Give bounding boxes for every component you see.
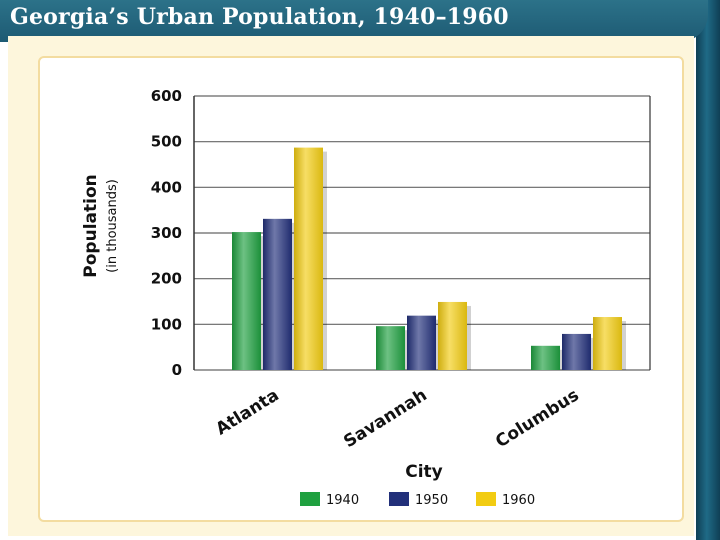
legend-label: 1950 [415, 493, 448, 508]
x-category-label: Atlanta [212, 385, 282, 439]
legend-swatch-1960 [476, 492, 496, 506]
bar-shadow [323, 151, 327, 370]
legend: 1940 1950 1960 [300, 492, 535, 508]
right-decor-band [696, 0, 720, 540]
y-tick-label: 500 [151, 133, 182, 151]
x-category-label: Columbus [492, 385, 582, 452]
title-bar: Georgia’s Urban Population, 1940–1960 [0, 0, 708, 42]
y-axis-title: Population [81, 174, 101, 277]
bar-columbus-1950 [562, 333, 591, 370]
y-tick-label: 100 [151, 315, 182, 333]
y-tick-label: 0 [172, 361, 182, 379]
bar-savannah-1940 [376, 326, 405, 370]
legend-label: 1960 [502, 493, 535, 508]
y-axis-ticks: 0 100 200 300 400 500 600 [151, 87, 182, 379]
y-tick-label: 200 [151, 270, 182, 288]
bar-columbus-1960 [593, 317, 622, 370]
y-axis-subtitle: (in thousands) [105, 179, 120, 273]
bar-atlanta-1960 [294, 147, 323, 370]
legend-swatch-1940 [300, 492, 320, 506]
chart-card [38, 56, 684, 522]
bar-savannah-1960 [438, 301, 467, 370]
x-axis-title: City [405, 462, 443, 482]
y-tick-label: 600 [151, 87, 182, 105]
bar-shadow [467, 305, 471, 370]
x-category-label: Savannah [340, 385, 430, 452]
y-tick-label: 300 [151, 224, 182, 242]
legend-swatch-1950 [389, 492, 409, 506]
bar-atlanta-1950 [263, 218, 292, 370]
bars [232, 147, 626, 370]
bar-atlanta-1940 [232, 232, 261, 370]
y-tick-label: 400 [151, 178, 182, 196]
legend-label: 1940 [326, 493, 359, 508]
slide-title: Georgia’s Urban Population, 1940–1960 [10, 4, 509, 30]
bar-shadow [622, 321, 626, 370]
x-axis-categories: Atlanta Savannah Columbus [212, 385, 582, 452]
bar-savannah-1950 [407, 315, 436, 370]
bar-columbus-1940 [531, 345, 560, 370]
